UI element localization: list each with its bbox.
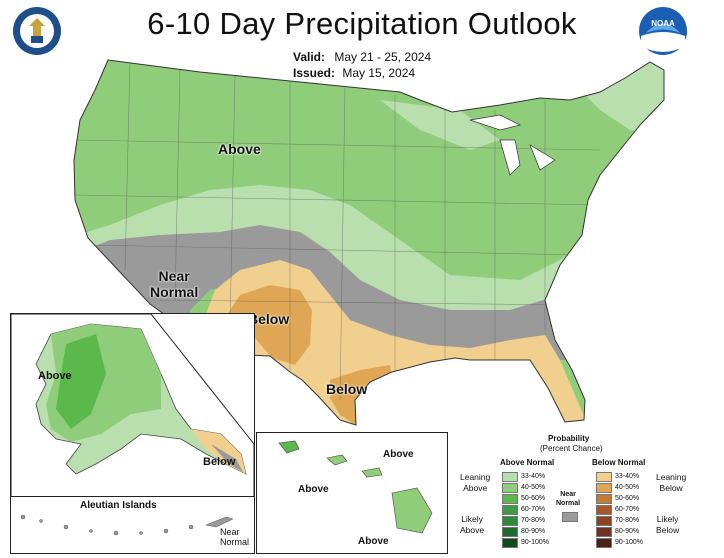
below-swatch-4 [596, 516, 612, 526]
above-range-5: 80-90% [521, 528, 546, 535]
label-near-normal: Near Normal [150, 268, 199, 300]
legend-subtitle: (Percent Chance) [540, 444, 603, 453]
issued-value: May 15, 2024 [342, 66, 416, 80]
label-aleutian: Aleutian Islands [80, 500, 157, 511]
label-hawaii-above-2: Above [298, 484, 329, 495]
legend-near-normal-label: Near Normal [556, 491, 581, 507]
noaa-logo: NOAA [639, 7, 687, 55]
below-range-5: 80-90% [615, 528, 640, 535]
legend-near-normal-swatch [562, 512, 578, 522]
above-swatch-2 [502, 494, 518, 504]
legend-above-header: Above Normal [500, 458, 555, 467]
above-range-1: 40-50% [521, 484, 546, 491]
above-swatch-4 [502, 516, 518, 526]
legend-below-header: Below Normal [592, 458, 646, 467]
commerce-seal-logo [13, 7, 61, 55]
below-swatch-5 [596, 527, 612, 537]
label-hawaii-above-3: Above [358, 536, 389, 547]
label-above-main: Above [218, 141, 261, 157]
svg-text:NOAA: NOAA [651, 19, 675, 28]
above-swatch-3 [502, 505, 518, 515]
label-alaska-below: Below [203, 456, 236, 468]
hawaii-inset [256, 432, 448, 554]
above-swatch-0 [502, 472, 518, 482]
label-hawaii-above-1: Above [383, 449, 414, 460]
probability-legend: Probability (Percent Chance) Above Norma… [460, 432, 722, 554]
valid-dates: Valid: May 21 - 25, 2024 [293, 50, 431, 64]
alaska-map [10, 313, 255, 498]
above-swatch-1 [502, 483, 518, 493]
legend-title: Probability [548, 434, 590, 443]
below-range-4: 70-80% [615, 517, 640, 524]
above-range-0: 33-40% [521, 473, 546, 480]
below-swatch-3 [596, 505, 612, 515]
below-range-2: 50-60% [615, 495, 640, 502]
above-33-40-north [380, 100, 500, 150]
below-swatch-0 [596, 472, 612, 482]
label-alaska-above: Above [38, 370, 72, 382]
legend-likely-above: Likely Above [460, 514, 485, 535]
label-below-southwest: Below [248, 311, 290, 327]
below-range-6: 90-100% [615, 539, 644, 546]
map-title: 6-10 Day Precipitation Outlook [147, 6, 577, 41]
state-borders [74, 60, 601, 401]
legend-leaning-above: Leaning Above [460, 472, 491, 493]
above-range-6: 90-100% [521, 539, 550, 546]
great-lakes [469, 114, 556, 176]
near-normal-region [74, 225, 664, 360]
above-range-3: 60-70% [521, 506, 546, 513]
aleutian-map [20, 514, 234, 536]
legend-likely-below: Likely Below [656, 514, 680, 535]
valid-label: Valid: [293, 50, 326, 64]
above-range-2: 50-60% [521, 495, 546, 502]
above-swatch-6 [502, 538, 518, 548]
below-swatch-2 [596, 494, 612, 504]
below-swatch-6 [596, 538, 612, 548]
aleutian-inset [10, 496, 255, 554]
label-below-gulf: Below [326, 381, 368, 397]
below-range-1: 40-50% [615, 484, 640, 491]
label-aleutian-near-normal: Near Normal [220, 527, 250, 547]
valid-value: May 21 - 25, 2024 [334, 50, 432, 64]
legend-leaning-below: Leaning Below [656, 472, 687, 493]
below-range-0: 33-40% [615, 473, 640, 480]
above-range-4: 70-80% [521, 517, 546, 524]
below-swatch-1 [596, 483, 612, 493]
issued-date: Issued: May 15, 2024 [293, 66, 415, 80]
conus-shading [74, 60, 664, 425]
alaska-inset [10, 313, 255, 498]
above-swatch-5 [502, 527, 518, 537]
hawaii-map [278, 440, 433, 534]
below-range-3: 60-70% [615, 506, 640, 513]
above-33-40-band [74, 185, 664, 340]
issued-label: Issued: [293, 66, 336, 80]
